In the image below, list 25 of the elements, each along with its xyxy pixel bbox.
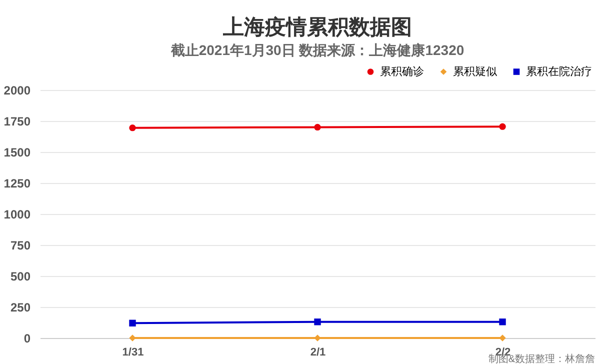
legend-label: 累积疑似: [453, 66, 497, 78]
chart-title: 上海疫情累积数据图: [222, 15, 412, 39]
point: [129, 334, 136, 342]
point: [499, 318, 506, 326]
x-tick-label: 1/31: [122, 346, 144, 358]
y-tick-label: 1500: [4, 146, 31, 160]
point: [314, 124, 321, 131]
legend-label: 累积在院治疗: [526, 64, 592, 78]
chart-subtitle: 截止2021年1月30日 数据来源：上海健康12320: [170, 42, 464, 58]
y-tick-label: 500: [10, 270, 31, 284]
point: [314, 334, 321, 342]
point: [499, 123, 506, 130]
point: [314, 318, 321, 326]
y-tick-label: 0: [24, 332, 31, 346]
legend-label: 累积确诊: [380, 66, 424, 78]
y-tick-label: 1000: [4, 208, 31, 222]
x-tick-label: 2/1: [310, 346, 326, 358]
y-tick-label: 250: [10, 300, 31, 314]
y-tick-label: 1750: [4, 114, 31, 128]
point: [499, 334, 506, 342]
y-tick-label: 2000: [4, 84, 31, 98]
point: [129, 320, 136, 326]
y-tick-label: 750: [10, 238, 31, 252]
y-tick-label: 1250: [4, 176, 31, 190]
point: [129, 124, 136, 132]
